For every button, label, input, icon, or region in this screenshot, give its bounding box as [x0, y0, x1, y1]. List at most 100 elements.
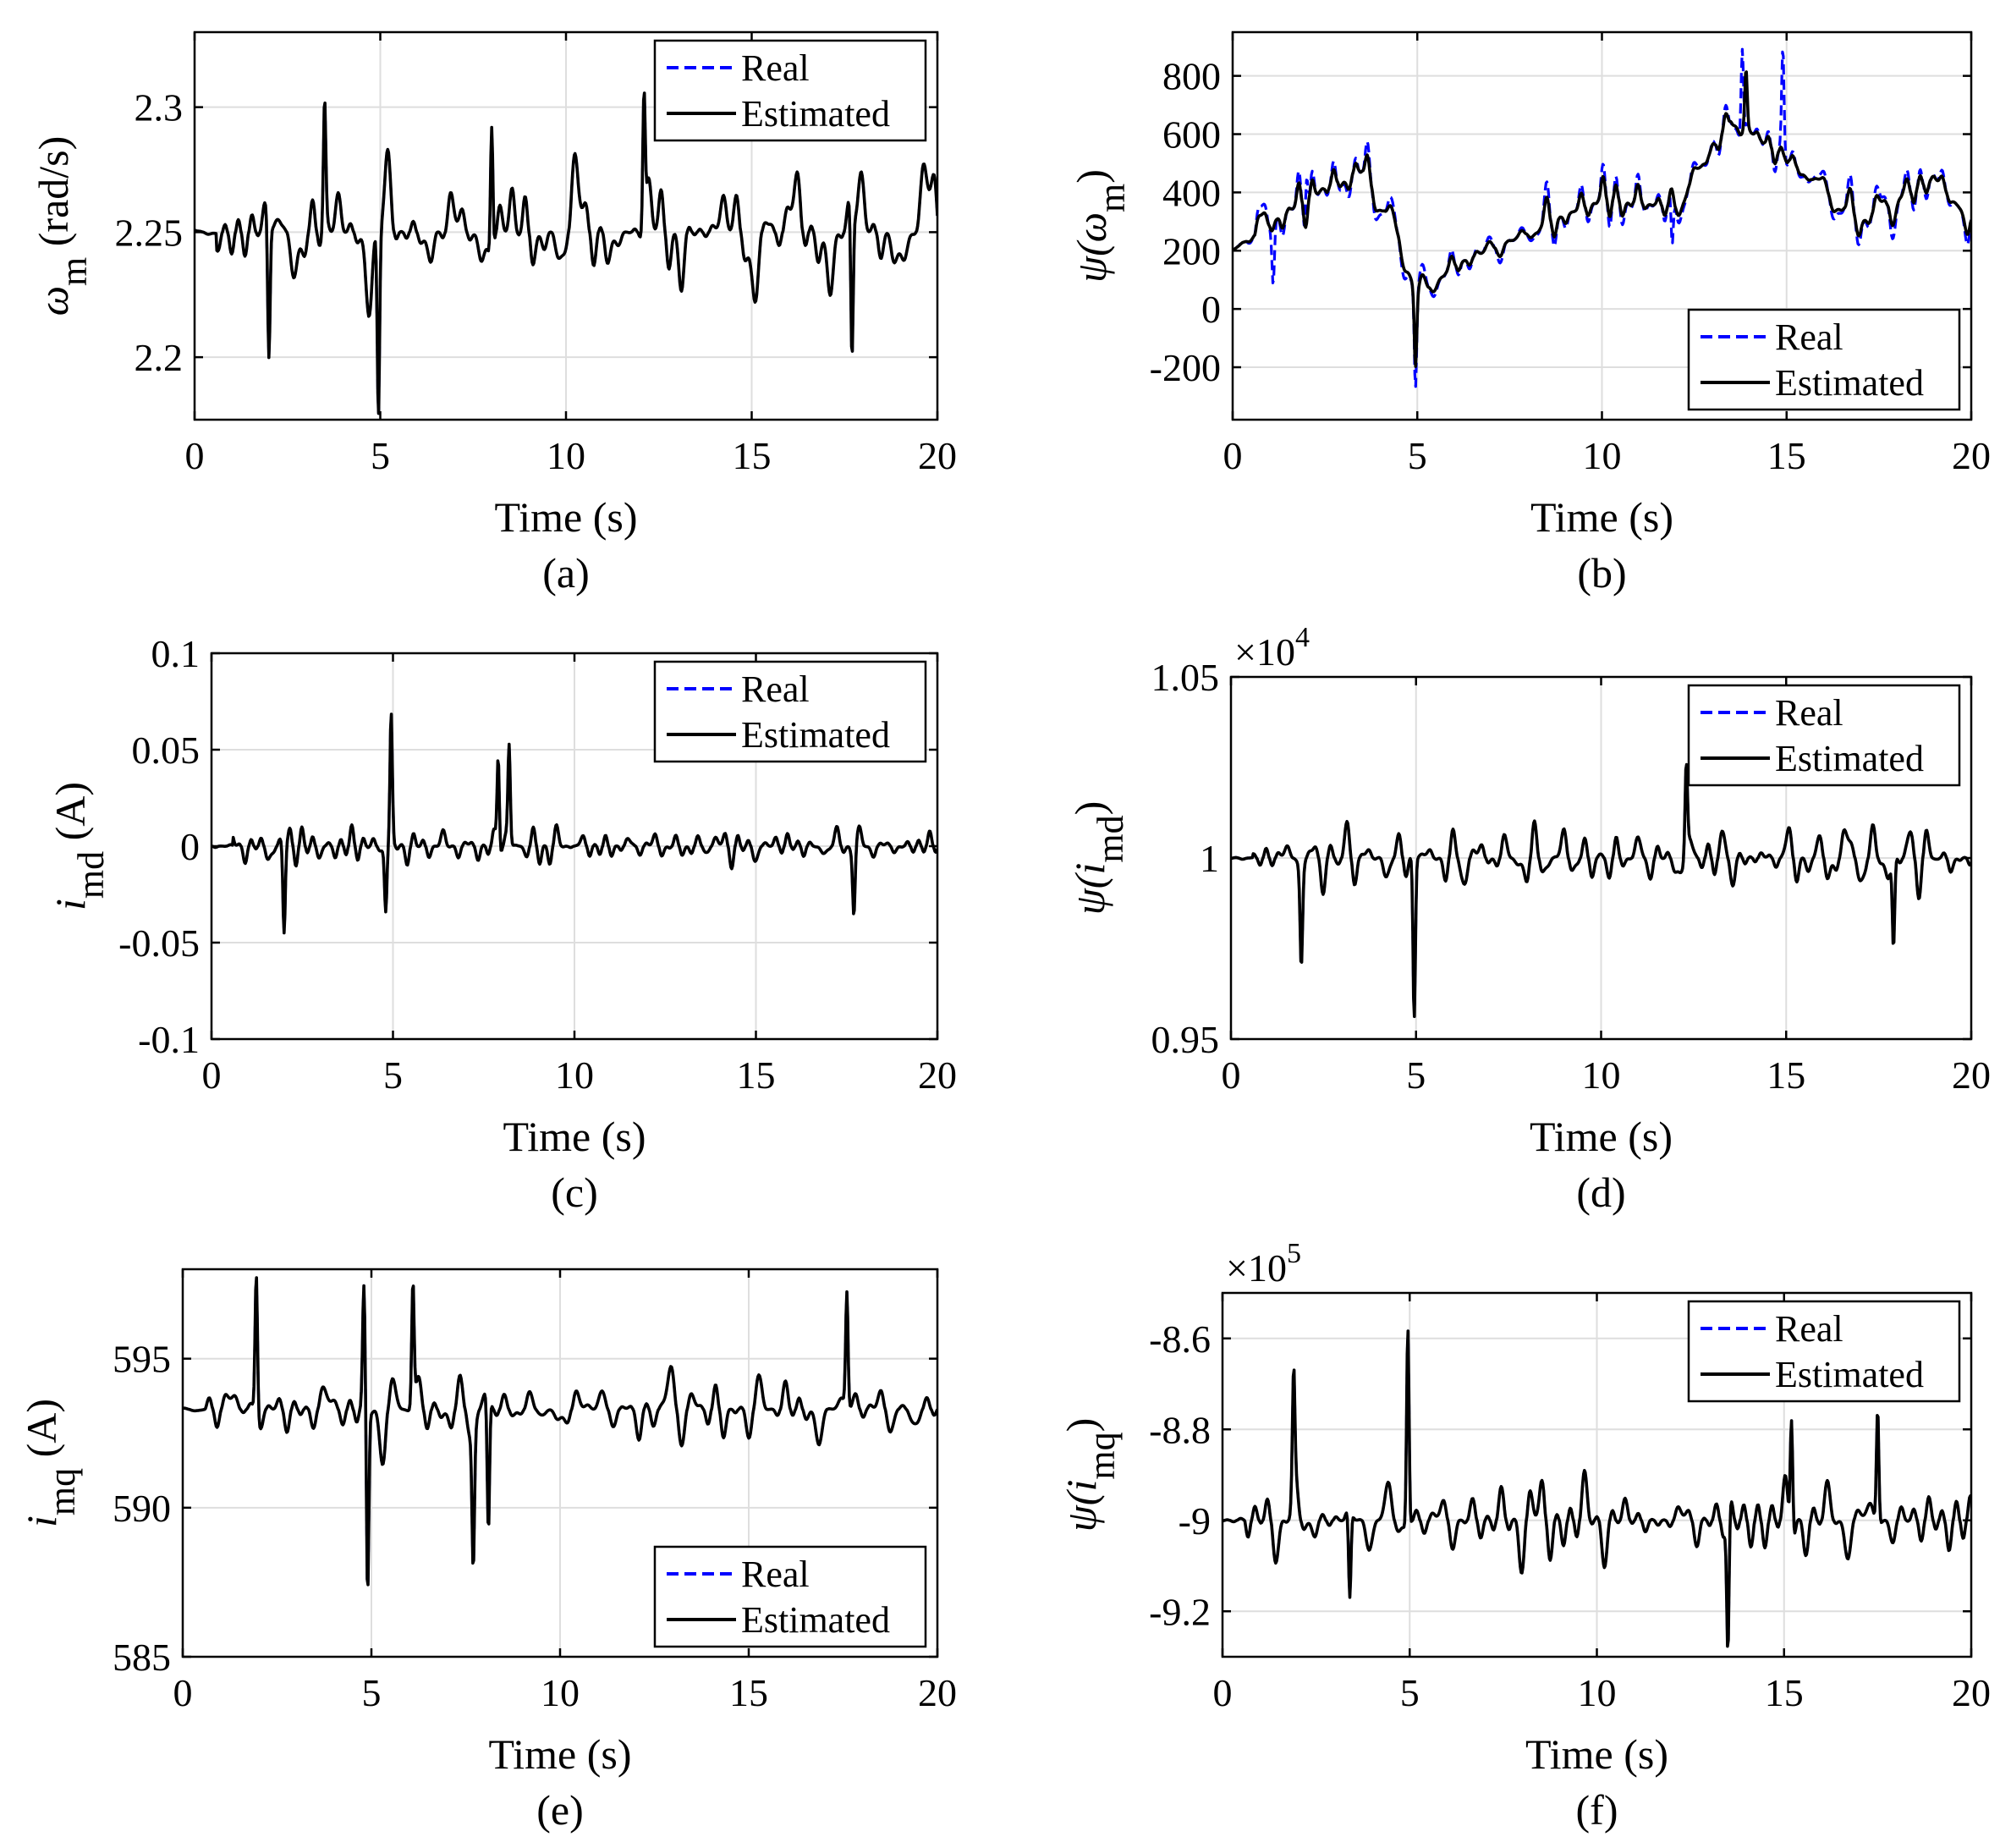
series-line-estimated [1233, 70, 1971, 368]
x-tick-label: 5 [1408, 434, 1427, 477]
y-label-main: i [18, 1515, 65, 1527]
y-label-subscript: mq [41, 1468, 83, 1515]
panel-a: 0 5 10 15 20 2.2 2.25 2.3 Time (s) (a) ωm (rad/s) R… [30, 30, 957, 597]
x-tick-label: 15 [729, 1671, 768, 1714]
y-tick-label: 800 [1162, 55, 1221, 98]
legend-label-estimated: Estimated [741, 714, 890, 756]
series-line-real [1233, 47, 1971, 388]
y-tick-label: 595 [113, 1338, 171, 1381]
y-tick-label: -0.05 [118, 921, 200, 965]
x-tick-label: 0 [185, 434, 205, 477]
panel-caption: (a) [542, 549, 590, 597]
x-tick-label: 15 [733, 434, 772, 477]
legend-label-real: Real [1775, 316, 1843, 358]
y-tick-label: -0.1 [138, 1018, 200, 1061]
x-tick-label: 10 [547, 434, 585, 477]
x-axis-label: Time (s) [1530, 493, 1673, 541]
series-line-estimated [1231, 762, 1971, 1019]
panel-d: 0 5 10 15 20 0.95 1 1.05 ×104 Time (s) (d) ψ(imd) Re… [1066, 622, 1991, 1216]
legend-label-real: Real [741, 1554, 810, 1595]
panel-b: 0 5 10 15 20 -200 0 200 400 600 800 Time (s) (b) ψ(ωm… [1068, 30, 1991, 597]
y-tick-label: 0.1 [151, 632, 201, 675]
x-tick-label: 10 [541, 1671, 580, 1714]
y-tick-label: -9.2 [1149, 1590, 1211, 1633]
y-label-main: ω [30, 286, 77, 316]
y-tick-label: 2.2 [135, 336, 184, 379]
legend-box [1687, 1300, 1961, 1403]
x-tick-label: 20 [918, 1671, 957, 1714]
x-tick-label: 15 [737, 1053, 776, 1097]
legend-label-real: Real [741, 668, 810, 710]
x-tick-label: 0 [202, 1053, 222, 1097]
panel-c: 0 5 10 15 20 -0.1 -0.05 0 0.05 0.1 Time (s) (c) imd … [47, 632, 957, 1216]
y-label-subscript: md [70, 851, 112, 899]
y-label-tail: ) [1068, 169, 1115, 184]
legend-label-estimated: Estimated [1775, 738, 1924, 779]
panel-caption: (b) [1577, 549, 1626, 597]
series-line-estimated [195, 91, 937, 415]
x-tick-label: 5 [383, 1053, 403, 1097]
y-tick-label: 590 [113, 1487, 171, 1530]
y-tick-label: 400 [1162, 171, 1221, 214]
x-tick-label: 15 [1765, 1671, 1804, 1714]
exponent-multiplier: ×105 [1226, 1238, 1301, 1290]
x-tick-label: 10 [1578, 1671, 1617, 1714]
exponent-base: ×10 [1234, 630, 1295, 674]
y-axis-label: ωm (rad/s) [30, 136, 95, 316]
series-line-estimated [183, 1276, 937, 1587]
legend-box [1687, 308, 1961, 411]
y-tick-label: -9 [1179, 1499, 1211, 1543]
legend-label-real: Real [741, 47, 810, 89]
x-tick-label: 0 [1213, 1671, 1233, 1714]
x-tick-label: 15 [1767, 434, 1806, 477]
legend-box [1687, 684, 1961, 787]
y-axis-label: ψ(imq) [1058, 1418, 1123, 1532]
y-tick-label: 0.95 [1151, 1018, 1220, 1061]
y-tick-label: -8.6 [1149, 1317, 1211, 1361]
y-label-main: ψ(ω [1068, 212, 1115, 283]
x-tick-label: 5 [1406, 1053, 1426, 1097]
exponent-base: ×10 [1226, 1246, 1287, 1290]
x-axis-label: Time (s) [1525, 1730, 1668, 1778]
x-tick-label: 20 [1952, 434, 1991, 477]
y-tick-label: -200 [1150, 346, 1221, 389]
x-tick-label: 10 [555, 1053, 594, 1097]
y-label-tail: (A) [47, 782, 94, 851]
y-tick-label: 2.3 [135, 86, 184, 129]
y-tick-label: 200 [1162, 229, 1221, 272]
y-label-tail: (A) [18, 1399, 65, 1468]
legend-label-estimated: Estimated [741, 1599, 890, 1641]
y-axis-label: imd (A) [47, 782, 112, 910]
x-axis-label: Time (s) [488, 1730, 631, 1778]
y-label-subscript: m [53, 257, 95, 286]
x-tick-label: 0 [173, 1671, 193, 1714]
legend-box [653, 39, 927, 142]
x-tick-label: 5 [362, 1671, 382, 1714]
x-tick-label: 0 [1223, 434, 1243, 477]
x-tick-label: 10 [1582, 1053, 1621, 1097]
panel-caption: (f) [1576, 1786, 1618, 1834]
exponent-power: 5 [1287, 1238, 1301, 1269]
y-tick-label: 1 [1200, 837, 1219, 880]
y-label-subscript: mq [1081, 1432, 1123, 1479]
y-label-main: ψ(i [1058, 1480, 1105, 1532]
legend-label-real: Real [1775, 692, 1843, 734]
panel-caption: (c) [551, 1169, 598, 1216]
y-tick-label: 0 [1201, 288, 1221, 331]
panel-caption: (e) [536, 1786, 584, 1834]
y-axis-label: imq (A) [18, 1399, 83, 1527]
y-label-tail: (rad/s) [30, 136, 77, 257]
y-label-subscript: md [1090, 815, 1131, 862]
y-label-subscript: m [1091, 184, 1133, 212]
legend-label-real: Real [1775, 1308, 1843, 1350]
y-label-tail: ) [1058, 1418, 1105, 1433]
y-tick-label: -8.8 [1149, 1408, 1211, 1451]
y-tick-label: 1.05 [1151, 656, 1220, 699]
x-axis-label: Time (s) [494, 493, 637, 541]
exponent-multiplier: ×104 [1234, 622, 1310, 674]
